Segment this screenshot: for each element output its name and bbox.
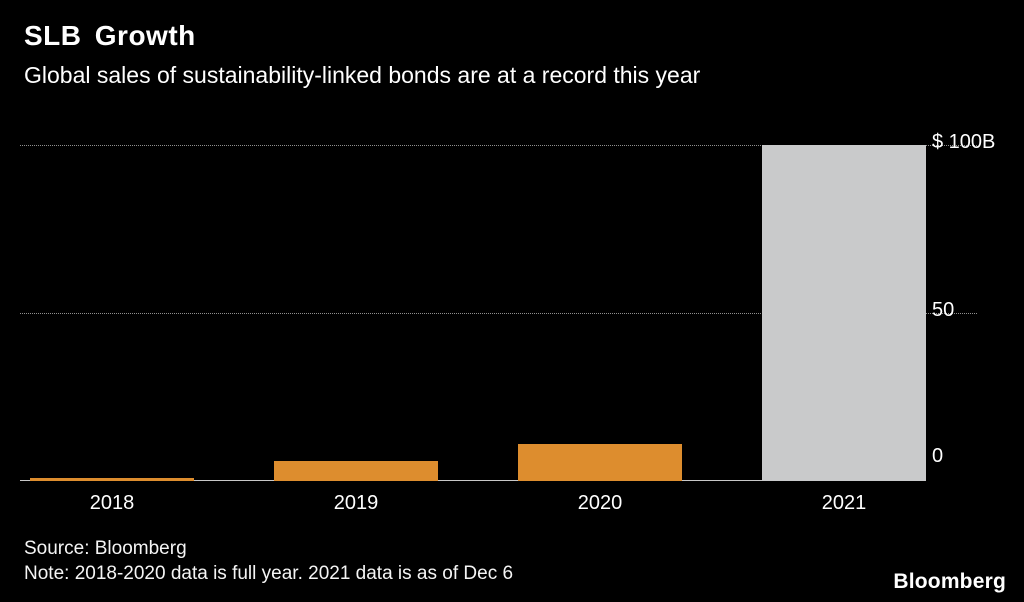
y-tick-label-0: 0 (932, 445, 944, 467)
bar-chart: $ 100B 50 0 2018 2019 2020 2021 (20, 131, 1024, 535)
bar-2018 (30, 477, 194, 481)
x-tick-label-2020: 2020 (577, 492, 623, 514)
chart-header: SLB Growth Global sales of sustainabilit… (24, 20, 700, 89)
x-tick-label-2021: 2021 (821, 492, 867, 514)
chart-title: SLB Growth (24, 20, 196, 51)
gridline-50 (20, 313, 977, 314)
x-tick-label-2019: 2019 (333, 492, 379, 514)
source-text: Source: Bloomberg (24, 538, 187, 559)
plot-area: $ 100B 50 0 (20, 131, 995, 481)
x-axis-line (20, 480, 926, 481)
y-tick-label-50: 50 (932, 299, 955, 321)
bar-2020 (518, 444, 682, 481)
x-tick-label-2018: 2018 (89, 492, 135, 514)
note-text: Note: 2018-2020 data is full year. 2021 … (24, 563, 514, 584)
bloomberg-logo: Bloomberg (893, 570, 1006, 593)
y-tick-label-100: $ 100B (932, 131, 996, 153)
gridline-100 (20, 145, 977, 146)
chart-footer: Source: Bloomberg Note: 2018-2020 data i… (24, 536, 513, 586)
chart-subtitle: Global sales of sustainability-linked bo… (24, 62, 701, 88)
bar-2021 (762, 145, 926, 481)
bar-2019 (274, 460, 438, 481)
